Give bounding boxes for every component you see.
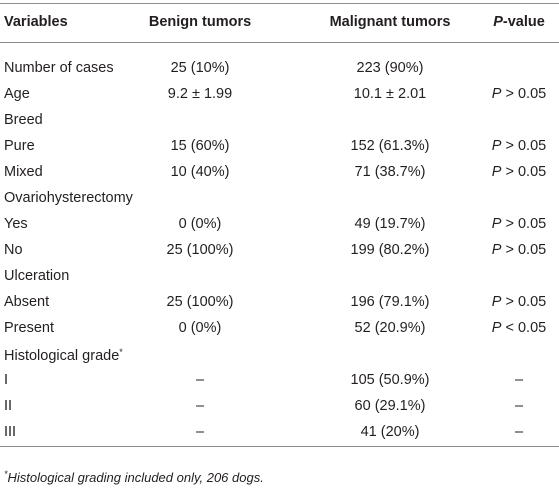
- row-label: Ovariohysterectomy: [4, 190, 133, 206]
- table-cell: –: [195, 372, 205, 388]
- table-cell: 105 (50.9%): [350, 372, 430, 388]
- row-label: Breed: [4, 112, 43, 128]
- table-cell: P > 0.05: [491, 164, 547, 180]
- table-cell: 9.2 ± 1.99: [167, 86, 233, 102]
- column-header: Malignant tumors: [329, 14, 451, 30]
- table-cell: 60 (29.1%): [354, 398, 426, 414]
- row-label: Ulceration: [4, 268, 70, 284]
- table-cell: P > 0.05: [491, 242, 547, 258]
- column-header: Benign tumors: [148, 14, 252, 30]
- row-label: Number of cases: [4, 60, 114, 76]
- table-cell: –: [514, 372, 524, 388]
- table-cell: 223 (90%): [356, 60, 424, 76]
- table-cell: 152 (61.3%): [350, 138, 430, 154]
- row-label: Histological grade*: [4, 347, 123, 364]
- table-cell: –: [514, 398, 524, 414]
- row-label: Mixed: [4, 164, 43, 180]
- table-cell: –: [195, 424, 205, 440]
- footnote-marker: *: [4, 469, 8, 479]
- footnote: Histological grading included only, 206 …: [7, 470, 264, 485]
- row-label: Pure: [4, 138, 35, 154]
- table-cell: P > 0.05: [491, 216, 547, 232]
- table-cell: P > 0.05: [491, 294, 547, 310]
- row-label: Yes: [4, 216, 28, 232]
- column-header: Variables: [4, 14, 68, 30]
- table-cell: 49 (19.7%): [354, 216, 426, 232]
- row-label: Present: [4, 320, 54, 336]
- table-cell: 10.1 ± 2.01: [353, 86, 427, 102]
- table-cell: 52 (20.9%): [354, 320, 426, 336]
- bottom-rule: [0, 446, 559, 447]
- table-cell: 0 (0%): [178, 320, 222, 336]
- top-rule: [0, 3, 559, 4]
- row-label: Absent: [4, 294, 50, 310]
- table-cell: 10 (40%): [170, 164, 230, 180]
- row-label: III: [4, 424, 17, 440]
- row-label: No: [4, 242, 23, 258]
- row-label: I: [4, 372, 9, 388]
- table-cell: 0 (0%): [178, 216, 222, 232]
- column-header: P-value: [493, 14, 545, 30]
- table-cell: 15 (60%): [170, 138, 230, 154]
- table-cell: P > 0.05: [491, 86, 547, 102]
- header-rule: [0, 42, 559, 43]
- row-label: II: [4, 398, 13, 414]
- table-cell: 25 (100%): [166, 294, 234, 310]
- table-cell: 196 (79.1%): [350, 294, 430, 310]
- table-cell: 199 (80.2%): [350, 242, 430, 258]
- table-cell: 25 (100%): [166, 242, 234, 258]
- table-cell: P < 0.05: [491, 320, 547, 336]
- table-cell: –: [195, 398, 205, 414]
- table-cell: 41 (20%): [360, 424, 420, 440]
- table-cell: 71 (38.7%): [354, 164, 426, 180]
- table-cell: 25 (10%): [170, 60, 230, 76]
- row-label: Age: [4, 86, 30, 102]
- table-cell: –: [514, 424, 524, 440]
- footnote-line: *Histological grading included only, 206…: [4, 469, 264, 485]
- table-cell: P > 0.05: [491, 138, 547, 154]
